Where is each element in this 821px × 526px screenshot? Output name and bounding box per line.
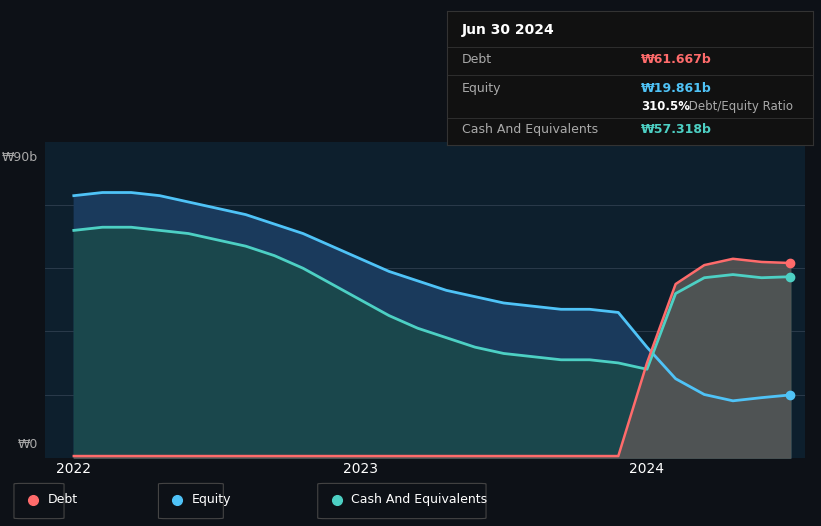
Text: Cash And Equivalents: Cash And Equivalents — [351, 493, 488, 506]
Text: Cash And Equivalents: Cash And Equivalents — [462, 123, 599, 136]
FancyBboxPatch shape — [318, 483, 486, 519]
FancyBboxPatch shape — [14, 483, 64, 519]
Text: Debt: Debt — [48, 493, 78, 506]
Text: Equity: Equity — [462, 82, 502, 95]
Text: Jun 30 2024: Jun 30 2024 — [462, 23, 555, 37]
Text: ₩61.667b: ₩61.667b — [641, 54, 712, 66]
Text: ₩0: ₩0 — [17, 438, 38, 451]
Text: ₩19.861b: ₩19.861b — [641, 82, 712, 95]
FancyBboxPatch shape — [158, 483, 223, 519]
Text: Debt: Debt — [462, 54, 492, 66]
Text: ₩90b: ₩90b — [2, 151, 38, 165]
Text: Equity: Equity — [192, 493, 232, 506]
Text: 310.5%: 310.5% — [641, 100, 690, 114]
Text: Debt/Equity Ratio: Debt/Equity Ratio — [685, 100, 793, 114]
Text: ₩57.318b: ₩57.318b — [641, 123, 712, 136]
